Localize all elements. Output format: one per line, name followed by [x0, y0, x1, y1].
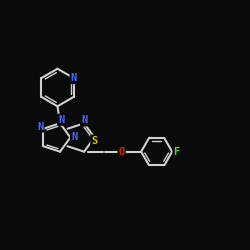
- Text: O: O: [118, 147, 125, 157]
- Text: S: S: [91, 136, 98, 145]
- Text: N: N: [81, 115, 87, 125]
- Text: N: N: [37, 122, 44, 132]
- Text: N: N: [70, 73, 77, 83]
- Text: N: N: [58, 115, 64, 125]
- Text: N: N: [71, 132, 77, 142]
- Text: F: F: [174, 147, 180, 157]
